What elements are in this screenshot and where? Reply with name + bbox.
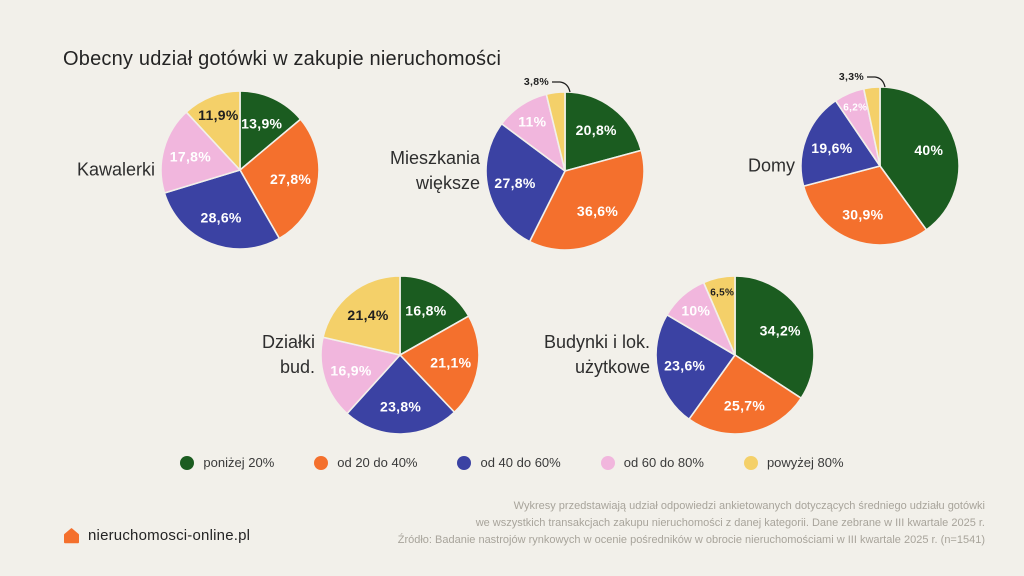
slice-value-label: 11,9% xyxy=(198,107,239,123)
legend-item: powyżej 80% xyxy=(743,455,844,470)
pie-slice xyxy=(239,118,320,240)
slice-value-label: 16,9% xyxy=(330,362,371,378)
slice-value-label: 21,1% xyxy=(430,355,471,371)
slice-value-label: 13,9% xyxy=(241,116,282,132)
page-title: Obecny udział gotówki w zakupie nierucho… xyxy=(63,48,502,71)
pie-slice xyxy=(688,354,802,435)
chart-label-line: Mieszkania xyxy=(389,148,480,168)
legend-label: powyżej 80% xyxy=(766,455,844,470)
chart-label-line: użytkowe xyxy=(574,357,650,377)
chart-label-line: Domy xyxy=(747,155,795,176)
house-icon xyxy=(64,527,79,543)
slice-value-label: 21,4% xyxy=(347,307,388,323)
slice-value-label: 23,6% xyxy=(664,358,705,374)
slice-value-label: 23,8% xyxy=(380,398,421,414)
slice-value-label: 36,6% xyxy=(577,203,618,219)
slice-value-label: 16,8% xyxy=(405,303,446,319)
pie-chart-2: 20,8% 36,6% 27,8% 11% 3,8% xyxy=(485,76,645,251)
chart-label-line: Kawalerki xyxy=(76,159,155,180)
legend-item: poniżej 20% xyxy=(180,455,274,470)
chart-label-line: Budynki i lok. xyxy=(543,332,650,352)
pie-slice xyxy=(185,90,241,171)
chart-label-line: Działki xyxy=(261,332,315,352)
slice-value-label: 40% xyxy=(914,142,943,158)
footnote-line: Źródło: Badanie nastrojów rynkowych w oc… xyxy=(397,534,985,546)
brand-logo: nieruchomosci-online.pl xyxy=(63,527,250,544)
pie-slice xyxy=(239,90,302,171)
slice-value-label: 28,6% xyxy=(200,210,241,226)
legend-dot xyxy=(600,455,615,470)
pie-chart-3: 40% 30,9% 19,6% 6,2% 3,3% xyxy=(800,71,960,246)
legend-dot xyxy=(314,455,329,470)
legend-item: od 40 do 60% xyxy=(457,455,561,470)
pie-slice xyxy=(163,169,281,250)
slice-value-label: 17,8% xyxy=(170,149,211,165)
legend-dot xyxy=(457,455,472,470)
label-leader-line xyxy=(552,81,571,93)
pie-slice xyxy=(802,165,928,246)
pie-slice xyxy=(702,275,736,356)
legend-label: poniżej 20% xyxy=(203,455,275,470)
chart-label-line: większe xyxy=(415,173,480,193)
footnote-line: we wszystkich transakcjach zakupu nieruc… xyxy=(475,517,985,529)
pie-slice xyxy=(800,99,881,187)
chart-label: Kawalerki xyxy=(0,158,155,183)
pie-slice xyxy=(346,354,456,435)
chart-label: Domy xyxy=(595,154,795,179)
pie-chart-5: 34,2% 25,7% 23,6% 10%6,5% xyxy=(655,275,815,435)
slice-value-label: 11% xyxy=(518,114,546,130)
legend-label: od 60 do 80% xyxy=(623,455,704,470)
legend: poniżej 20% od 20 do 40% od 40 do 60% od 60… xyxy=(0,455,1024,470)
slice-value-label: 30,9% xyxy=(842,206,883,222)
pie-slice xyxy=(545,91,566,172)
footnote: Wykresy przedstawiają udział odpowiedzi … xyxy=(398,498,985,549)
pie-slice xyxy=(320,336,401,415)
legend-label: od 40 do 60% xyxy=(480,455,561,470)
pie-chart-4: 16,8% 21,1% 23,8% 16,9% 21,4% xyxy=(320,275,480,435)
pie-slice xyxy=(655,313,736,420)
legend-dot xyxy=(180,455,195,470)
pie-slice xyxy=(564,91,643,172)
legend-dot xyxy=(743,455,758,470)
footnote-line: Wykresy przedstawiają udział odpowiedzi … xyxy=(513,500,985,512)
slice-value-label: 6,5% xyxy=(710,288,734,299)
pie-slice xyxy=(879,86,960,231)
legend-label: od 20 do 40% xyxy=(337,455,418,470)
pie-slice xyxy=(399,315,480,414)
slice-value-label: 25,7% xyxy=(724,398,765,414)
chart-label: Budynki i lok. użytkowe xyxy=(450,330,650,380)
brand-logo-text: nieruchomosci-online.pl xyxy=(88,527,251,544)
slice-value-label: 27,8% xyxy=(494,175,535,191)
chart-label: Działki bud. xyxy=(115,330,315,380)
pie-slice xyxy=(322,275,401,356)
slice-value-label: 3,8% xyxy=(524,76,549,88)
pie-chart-1: 13,9% 27,8% 28,6% 17,8% 11,9% xyxy=(160,90,320,250)
pie-slice xyxy=(528,149,645,251)
legend-item: od 20 do 40% xyxy=(314,455,417,470)
pie-slice xyxy=(862,86,881,167)
label-leader-line xyxy=(867,76,886,88)
slice-value-label: 19,6% xyxy=(811,140,852,156)
slice-value-label: 10% xyxy=(681,303,710,319)
pie-slice xyxy=(399,275,470,356)
pie-slice xyxy=(160,111,241,194)
slice-value-label: 3,3% xyxy=(839,71,864,83)
slice-value-label: 6,2% xyxy=(843,102,867,113)
slice-value-label: 34,2% xyxy=(760,323,801,339)
chart-label: Mieszkania większe xyxy=(280,146,480,196)
slice-value-label: 27,8% xyxy=(270,171,311,187)
chart-label-line: bud. xyxy=(279,357,315,377)
slice-value-label: 20,8% xyxy=(576,122,617,138)
pie-slice xyxy=(485,122,566,243)
legend-item: od 60 do 80% xyxy=(600,455,704,470)
